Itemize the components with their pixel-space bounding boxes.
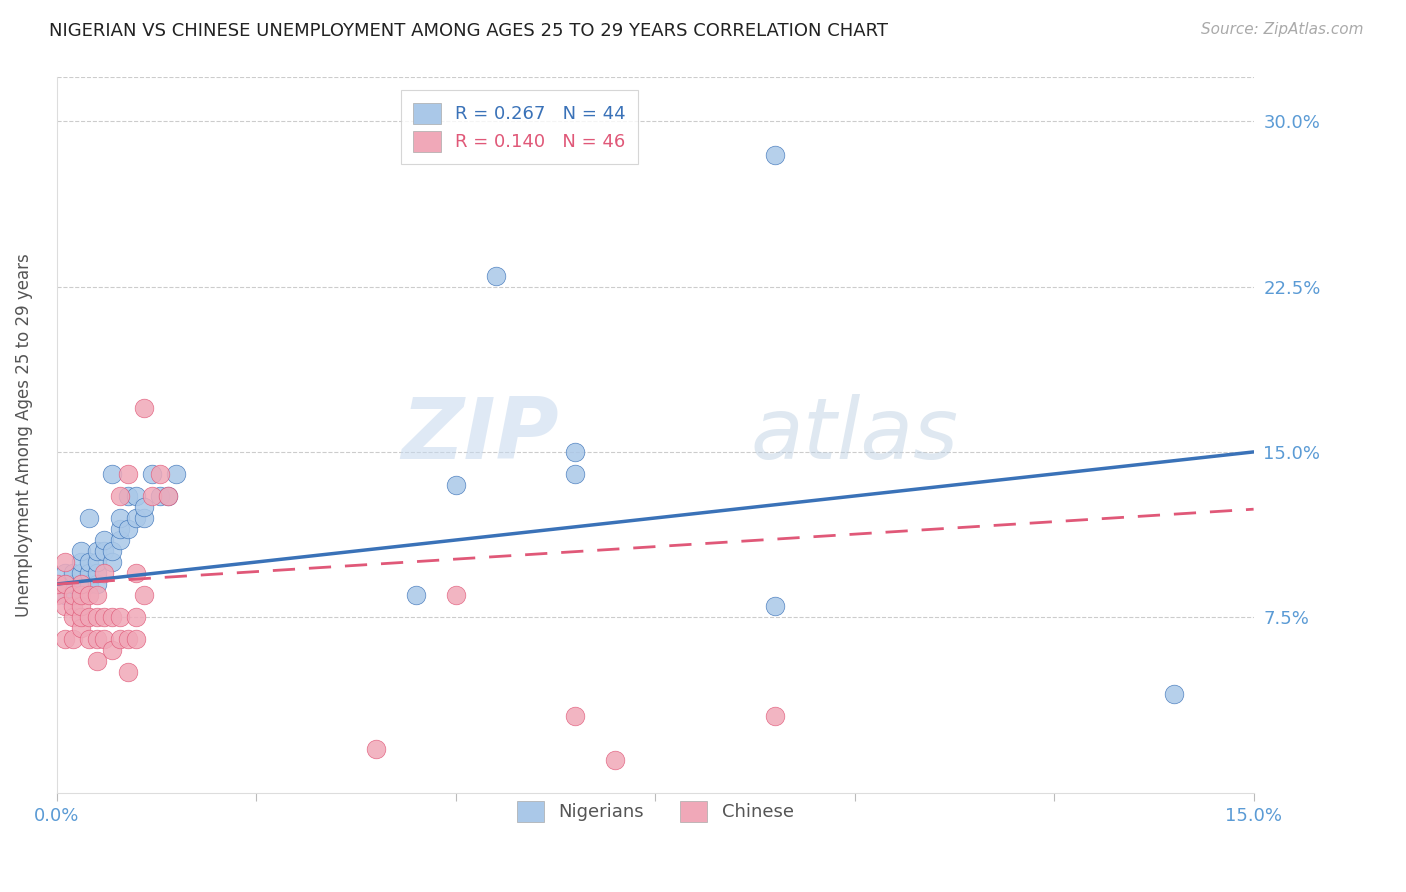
Point xyxy=(101,610,124,624)
Point xyxy=(110,511,132,525)
Point xyxy=(101,643,124,657)
Point xyxy=(444,478,467,492)
Point xyxy=(125,566,148,580)
Point xyxy=(564,467,586,481)
Point xyxy=(77,588,100,602)
Text: Source: ZipAtlas.com: Source: ZipAtlas.com xyxy=(1201,22,1364,37)
Point xyxy=(125,489,148,503)
Point xyxy=(53,599,76,613)
Point xyxy=(86,610,108,624)
Point xyxy=(564,709,586,723)
Point xyxy=(157,489,180,503)
Point xyxy=(149,467,172,481)
Point xyxy=(110,610,132,624)
Point xyxy=(110,522,132,536)
Point xyxy=(69,566,91,580)
Point xyxy=(69,588,91,602)
Point xyxy=(125,632,148,647)
Point xyxy=(69,577,91,591)
Point xyxy=(62,566,84,580)
Y-axis label: Unemployment Among Ages 25 to 29 years: Unemployment Among Ages 25 to 29 years xyxy=(15,253,32,617)
Point xyxy=(117,489,139,503)
Point xyxy=(86,544,108,558)
Point xyxy=(110,533,132,547)
Point xyxy=(444,588,467,602)
Point xyxy=(77,610,100,624)
Point xyxy=(69,610,91,624)
Point xyxy=(69,555,91,569)
Point xyxy=(149,489,172,503)
Point xyxy=(62,610,84,624)
Point xyxy=(101,467,124,481)
Text: atlas: atlas xyxy=(751,394,959,477)
Point xyxy=(77,632,100,647)
Point xyxy=(117,522,139,536)
Point xyxy=(53,566,76,580)
Point xyxy=(69,544,91,558)
Point xyxy=(101,555,124,569)
Point xyxy=(101,544,124,558)
Legend: Nigerians, Chinese: Nigerians, Chinese xyxy=(505,789,806,834)
Point xyxy=(62,577,84,591)
Point xyxy=(69,577,91,591)
Point xyxy=(53,632,76,647)
Point xyxy=(110,632,132,647)
Point xyxy=(157,489,180,503)
Point xyxy=(605,753,627,767)
Point xyxy=(141,467,163,481)
Point xyxy=(53,577,76,591)
Point xyxy=(117,665,139,680)
Point xyxy=(141,489,163,503)
Point xyxy=(763,147,786,161)
Point xyxy=(62,632,84,647)
Point xyxy=(1163,687,1185,701)
Point xyxy=(53,555,76,569)
Point xyxy=(763,599,786,613)
Point xyxy=(93,544,115,558)
Point xyxy=(93,566,115,580)
Point xyxy=(69,621,91,635)
Point xyxy=(134,588,156,602)
Point xyxy=(45,588,67,602)
Point xyxy=(69,599,91,613)
Point xyxy=(45,577,67,591)
Text: NIGERIAN VS CHINESE UNEMPLOYMENT AMONG AGES 25 TO 29 YEARS CORRELATION CHART: NIGERIAN VS CHINESE UNEMPLOYMENT AMONG A… xyxy=(49,22,889,40)
Point xyxy=(53,588,76,602)
Point xyxy=(117,632,139,647)
Point xyxy=(763,709,786,723)
Point xyxy=(117,467,139,481)
Point xyxy=(62,599,84,613)
Point xyxy=(134,500,156,514)
Point xyxy=(93,632,115,647)
Point xyxy=(165,467,187,481)
Point xyxy=(125,610,148,624)
Point xyxy=(62,588,84,602)
Point xyxy=(86,577,108,591)
Point xyxy=(86,632,108,647)
Point xyxy=(86,588,108,602)
Point xyxy=(405,588,427,602)
Point xyxy=(125,511,148,525)
Point xyxy=(93,610,115,624)
Point xyxy=(86,555,108,569)
Point xyxy=(77,511,100,525)
Point xyxy=(134,401,156,415)
Point xyxy=(77,566,100,580)
Point xyxy=(484,268,506,283)
Point xyxy=(62,588,84,602)
Point xyxy=(86,566,108,580)
Point xyxy=(53,577,76,591)
Point xyxy=(134,511,156,525)
Point xyxy=(93,533,115,547)
Point xyxy=(77,577,100,591)
Point xyxy=(110,489,132,503)
Point xyxy=(86,654,108,668)
Point xyxy=(564,445,586,459)
Text: ZIP: ZIP xyxy=(402,394,560,477)
Point xyxy=(77,555,100,569)
Point xyxy=(364,742,387,756)
